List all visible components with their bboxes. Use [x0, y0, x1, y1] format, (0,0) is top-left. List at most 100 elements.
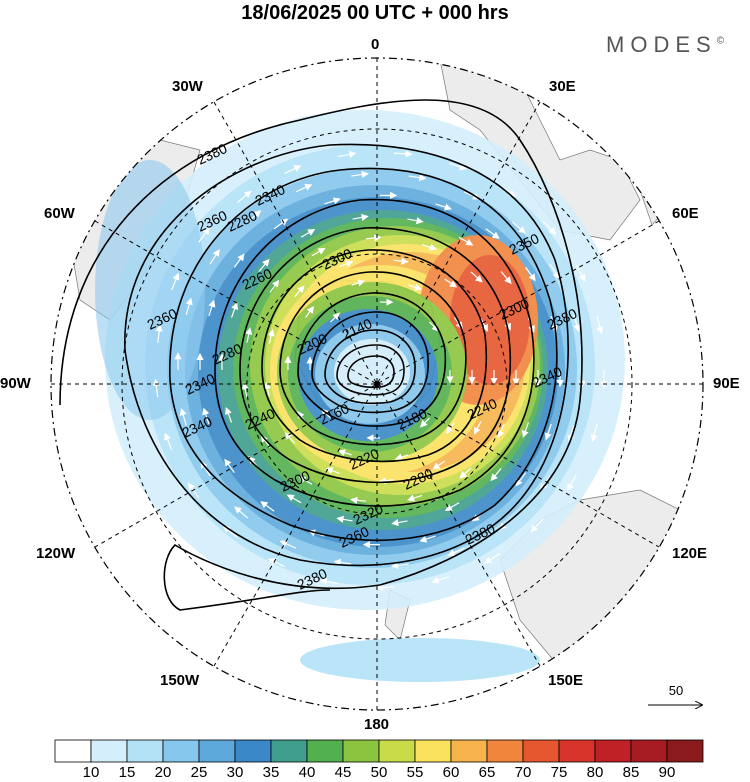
wind-vector: [500, 271, 512, 285]
wind-vector: [573, 314, 581, 333]
wind-vector: [338, 449, 352, 457]
wind-vector: [267, 558, 285, 568]
wind-vector: [525, 267, 536, 282]
wind-vector: [485, 228, 500, 239]
wind-vector: [365, 234, 382, 242]
legend-tick-label: 80: [586, 764, 604, 781]
wind-vector: [202, 407, 210, 425]
legend-swatch: [54, 739, 92, 763]
legend-swatch: [378, 739, 416, 763]
legend-swatch: [486, 739, 524, 763]
legend-tick-label: 40: [298, 764, 316, 781]
legend-swatch: [234, 739, 272, 763]
wind-vector: [542, 220, 557, 235]
wind-vector: [337, 150, 357, 158]
wind-vector: [269, 279, 280, 293]
legend-swatch: [594, 739, 632, 763]
wind-vector: [267, 328, 275, 344]
graticule: [51, 58, 703, 710]
wind-vector: [407, 494, 423, 502]
brand-logo: MODES©: [606, 32, 724, 58]
contour-2180: [324, 329, 416, 405]
wind-vector: [260, 501, 275, 512]
legend-tick-label: 50: [370, 764, 388, 781]
lon-label-0: 0: [371, 36, 380, 53]
legend-tick-label: 60: [442, 764, 460, 781]
wind-vector: [224, 458, 235, 473]
wind-vector: [273, 218, 289, 230]
reference-vector: 50: [646, 683, 706, 717]
legend-swatch: [342, 739, 380, 763]
legend-tick-label: 55: [406, 764, 424, 781]
wind-vector: [521, 422, 530, 438]
wind-vector: [447, 547, 465, 556]
wind-vector: [444, 278, 458, 288]
lon-label-30e: 30E: [549, 78, 576, 95]
wind-vector: [208, 299, 216, 317]
legend-swatch: [450, 739, 488, 763]
legend-swatch: [198, 739, 236, 763]
wind-vector: [284, 432, 296, 444]
wind-vector: [336, 515, 353, 523]
wind-vector: [444, 502, 460, 511]
land-africa: [439, 59, 641, 241]
wind-vector: [324, 197, 341, 205]
wind-vector: [391, 518, 408, 527]
legend-tick-label: 30: [226, 764, 244, 781]
wind-vector: [530, 518, 544, 533]
contour-2200: [311, 311, 429, 414]
wind-vector: [351, 279, 366, 287]
wind-vector: [470, 271, 483, 283]
lon-label-60w: 60W: [44, 205, 75, 222]
wind-vector: [393, 257, 409, 265]
wind-vector: [325, 467, 340, 474]
wind-vector: [198, 227, 210, 243]
map-boundary: [50, 57, 704, 711]
legend-tick-label: 15: [118, 764, 136, 781]
south-pole-marker: [374, 381, 380, 387]
legend-tick-label: 70: [514, 764, 532, 781]
legend-tick-label: 10: [82, 764, 100, 781]
legend-tick-label: 65: [478, 764, 496, 781]
legend-tick-label: 45: [334, 764, 352, 781]
wind-vector: [258, 258, 270, 272]
contour-2380-outer: [59, 99, 583, 611]
wind-vector: [567, 474, 577, 492]
legend-swatch: [414, 739, 452, 763]
wind-vector: [419, 417, 430, 428]
wind-vector: [544, 423, 552, 441]
wind-vector: [549, 263, 560, 280]
wind-vector: [333, 558, 352, 566]
reference-vector-label: 50: [668, 683, 684, 698]
wind-vector: [279, 540, 297, 549]
wind-vector: [394, 453, 409, 461]
lon-label-90e: 90E: [713, 375, 740, 392]
lon-label-150w: 150W: [160, 672, 200, 689]
wind-vector: [351, 170, 370, 179]
lon-label-90w: 90W: [0, 375, 31, 392]
lon-label-150e: 150E: [548, 672, 584, 689]
wind-vector: [241, 382, 249, 398]
lon-label-120w: 120W: [36, 545, 76, 562]
legend-swatch: [558, 739, 596, 763]
wind-vector: [431, 576, 450, 584]
wind-vector: [319, 577, 339, 585]
lon-label-60e: 60E: [672, 205, 699, 222]
wind-vector: [446, 422, 455, 434]
wind-vector: [511, 221, 526, 234]
wind-vectors: [152, 150, 608, 592]
legend-swatch: [270, 739, 308, 763]
wind-vector: [284, 165, 302, 174]
wind-vector: [421, 243, 437, 251]
legend-tick-label: 85: [622, 764, 640, 781]
wind-vector: [245, 327, 253, 343]
wind-vector: [164, 432, 173, 451]
wind-vector: [286, 494, 302, 504]
legend-tick-label: 35: [262, 764, 280, 781]
wind-vector: [352, 213, 369, 222]
contour-2160: [336, 344, 405, 396]
wind-vector: [449, 162, 467, 171]
wind-vector: [407, 217, 424, 225]
wind-vector: [590, 423, 598, 443]
